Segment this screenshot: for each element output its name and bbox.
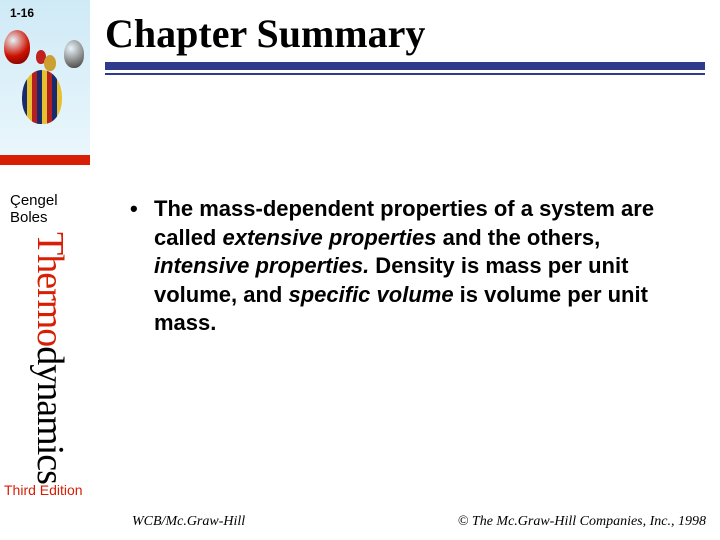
authors: Çengel Boles — [0, 192, 90, 227]
cover-art: 1-16 — [0, 0, 90, 155]
title-rule — [105, 62, 705, 76]
author-line: Çengel — [10, 192, 90, 209]
footer-copyright: © The Mc.Graw-Hill Companies, Inc., 1998 — [458, 514, 706, 530]
balloon-icon — [4, 30, 30, 64]
balloon-icon — [64, 40, 84, 68]
text-seg: Density — [369, 253, 455, 278]
spine-part2: dynamics — [29, 346, 71, 484]
spine-part1: Thermo — [29, 232, 71, 346]
bullet-item: • The mass-dependent properties of a sys… — [130, 195, 690, 338]
left-column: 1-16 Çengel Boles Thermodynamics Third E… — [0, 0, 90, 540]
text-seg-italic: specific volume — [288, 282, 453, 307]
author-line: Boles — [10, 209, 90, 226]
body-text: • The mass-dependent properties of a sys… — [130, 195, 690, 338]
bullet-marker: • — [130, 195, 154, 338]
slide-title: Chapter Summary — [105, 10, 425, 57]
text-seg-italic: extensive properties — [222, 225, 436, 250]
text-seg-italic: intensive properties. — [154, 253, 369, 278]
page-number: 1-16 — [10, 6, 34, 20]
book-title-vertical: Thermodynamics — [28, 232, 72, 484]
accent-bar — [0, 155, 90, 165]
edition-label: Third Edition — [4, 482, 83, 498]
balloon-icon — [22, 70, 62, 124]
footer-publisher: WCB/Mc.Graw-Hill — [132, 514, 245, 530]
bullet-content: The mass-dependent properties of a syste… — [154, 195, 690, 338]
slide: 1-16 Çengel Boles Thermodynamics Third E… — [0, 0, 720, 540]
text-seg: and the others, — [436, 225, 600, 250]
balloon-icon — [44, 55, 56, 71]
